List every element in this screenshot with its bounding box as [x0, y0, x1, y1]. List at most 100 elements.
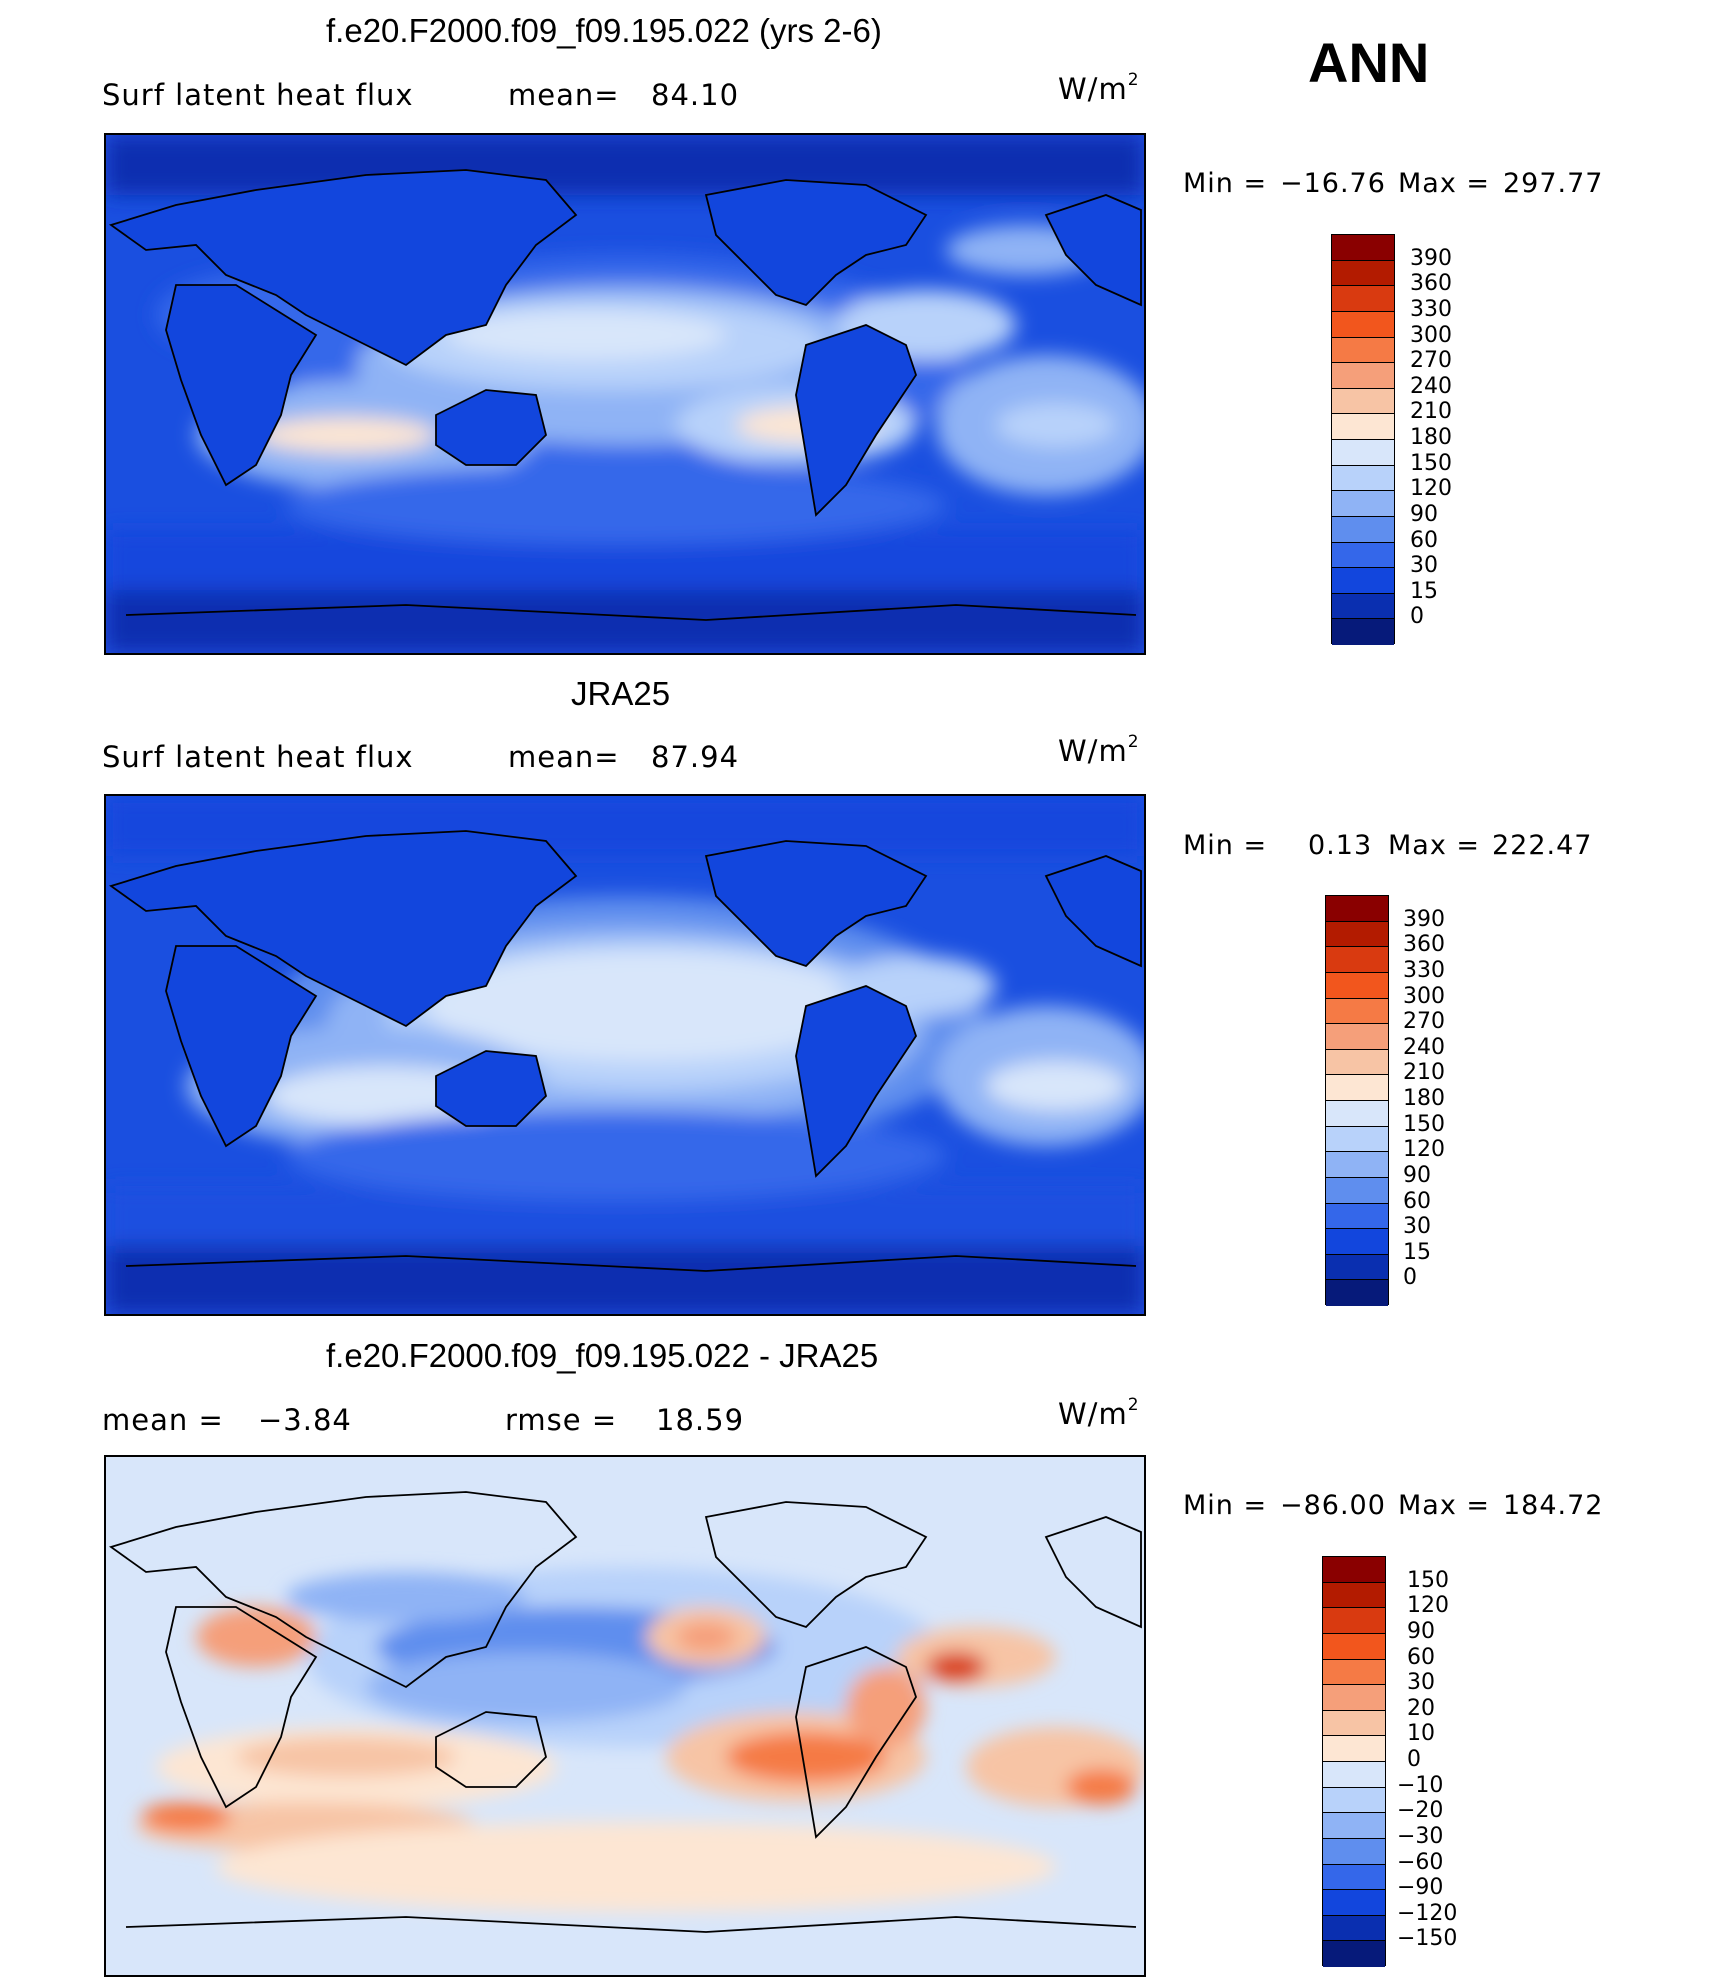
- colorbar-label: 150: [1407, 1567, 1449, 1593]
- colorbar-label: 390: [1403, 906, 1445, 932]
- colorbar-label: 180: [1410, 425, 1452, 450]
- colorbar-label: −120: [1397, 1900, 1458, 1926]
- colorbar-segment: [1332, 414, 1394, 440]
- panel1-colorbar: [1331, 234, 1395, 645]
- panel1-title: f.e20.F2000.f09_f09.195.022 (yrs 2-6): [326, 12, 882, 49]
- colorbar-label: 180: [1403, 1086, 1445, 1111]
- colorbar-label: 360: [1410, 271, 1452, 297]
- panel2-max-label: Max =: [1388, 830, 1481, 861]
- colorbar-label: 30: [1407, 1670, 1435, 1696]
- colorbar-segment: [1323, 1915, 1385, 1942]
- colorbar-segment: [1332, 542, 1394, 569]
- colorbar-label: 330: [1410, 296, 1452, 322]
- colorbar-segment: [1326, 896, 1388, 922]
- colorbar-label: 60: [1410, 527, 1438, 553]
- panel3-rmse-value: 18.59: [656, 1403, 745, 1437]
- colorbar-segment: [1326, 1280, 1388, 1306]
- colorbar-label: 0: [1407, 1747, 1421, 1772]
- colorbar-segment: [1332, 593, 1394, 620]
- colorbar-segment: [1323, 1685, 1385, 1711]
- colorbar-segment: [1326, 921, 1388, 948]
- panel1-map: [104, 133, 1146, 655]
- panel3-units: W/m2: [1058, 1395, 1140, 1431]
- colorbar-label: 120: [1407, 1593, 1449, 1619]
- colorbar-label: 30: [1403, 1214, 1431, 1240]
- colorbar-label: −60: [1397, 1849, 1444, 1875]
- colorbar-label: 30: [1410, 553, 1438, 579]
- colorbar-label: 60: [1407, 1644, 1435, 1670]
- panel2-colorbar: [1325, 895, 1389, 1306]
- colorbar-label: 90: [1403, 1162, 1431, 1188]
- colorbar-segment: [1326, 1049, 1388, 1076]
- colorbar-label: 240: [1403, 1034, 1445, 1060]
- panel3-map: [104, 1455, 1146, 1977]
- colorbar-segment: [1332, 516, 1394, 543]
- panel1-max-label: Max =: [1398, 168, 1491, 199]
- panel2-min-label: Min =: [1183, 830, 1268, 861]
- colorbar-segment: [1323, 1582, 1385, 1609]
- panel3-rmse-label: rmse =: [505, 1403, 618, 1437]
- colorbar-segment: [1323, 1813, 1385, 1839]
- colorbar-segment: [1332, 619, 1394, 645]
- colorbar-label: 270: [1410, 348, 1452, 374]
- panel1-min-label: Min =: [1183, 168, 1268, 199]
- colorbar-segment: [1326, 1203, 1388, 1230]
- panel2-units: W/m2: [1058, 732, 1140, 768]
- colorbar-segment: [1326, 1152, 1388, 1178]
- colorbar-segment: [1332, 363, 1394, 389]
- panel2-variable-label: Surf latent heat flux: [102, 740, 414, 774]
- colorbar-label: −150: [1397, 1926, 1458, 1952]
- colorbar-label: 300: [1403, 983, 1445, 1009]
- panel1-max-value: 297.77: [1503, 168, 1604, 199]
- panel3-max-value: 184.72: [1503, 1490, 1604, 1521]
- colorbar-label: −90: [1397, 1875, 1444, 1901]
- colorbar-label: 120: [1410, 476, 1452, 502]
- colorbar-label: 0: [1403, 1265, 1417, 1291]
- colorbar-segment: [1326, 1229, 1388, 1255]
- colorbar-label: 300: [1410, 322, 1452, 348]
- colorbar-label: 240: [1410, 373, 1452, 399]
- colorbar-label: 330: [1403, 957, 1445, 983]
- colorbar-label: 120: [1403, 1137, 1445, 1163]
- panel3-min-value: −86.00: [1280, 1490, 1386, 1521]
- panel3-mean-label: mean =: [102, 1403, 224, 1437]
- colorbar-segment: [1332, 388, 1394, 415]
- colorbar-label: 0: [1410, 604, 1424, 630]
- colorbar-segment: [1332, 465, 1394, 492]
- panel2-mean-label: mean=: [508, 740, 620, 774]
- panel1-units: W/m2: [1058, 70, 1140, 106]
- colorbar-label: 20: [1407, 1695, 1435, 1721]
- colorbar-label: 60: [1403, 1188, 1431, 1214]
- colorbar-label: 210: [1410, 399, 1452, 425]
- colorbar-segment: [1323, 1710, 1385, 1737]
- colorbar-segment: [1326, 1254, 1388, 1281]
- colorbar-label: −10: [1397, 1772, 1444, 1798]
- colorbar-label: −30: [1397, 1823, 1444, 1849]
- colorbar-segment: [1332, 568, 1394, 594]
- colorbar-segment: [1323, 1787, 1385, 1814]
- panel2-mean-value: 87.94: [651, 740, 740, 774]
- colorbar-segment: [1323, 1890, 1385, 1916]
- colorbar-label: 90: [1410, 501, 1438, 527]
- season-label: ANN: [1308, 31, 1430, 94]
- panel1-mean-value: 84.10: [651, 78, 740, 112]
- panel1-variable-label: Surf latent heat flux: [102, 78, 414, 112]
- colorbar-segment: [1323, 1557, 1385, 1583]
- colorbar-label: 390: [1410, 245, 1452, 271]
- colorbar-segment: [1332, 235, 1394, 261]
- colorbar-label: 15: [1410, 578, 1438, 604]
- colorbar-label: 15: [1403, 1239, 1431, 1265]
- colorbar-segment: [1326, 1126, 1388, 1153]
- colorbar-segment: [1332, 491, 1394, 517]
- colorbar-segment: [1323, 1762, 1385, 1788]
- colorbar-segment: [1323, 1608, 1385, 1634]
- colorbar-segment: [1332, 440, 1394, 466]
- panel1-min-value: −16.76: [1280, 168, 1386, 199]
- panel2-max-value: 222.47: [1492, 830, 1593, 861]
- colorbar-label: 360: [1403, 932, 1445, 958]
- colorbar-label: −20: [1397, 1798, 1444, 1824]
- colorbar-segment: [1332, 311, 1394, 338]
- colorbar-segment: [1323, 1736, 1385, 1762]
- colorbar-segment: [1332, 286, 1394, 312]
- panel3-colorbar: [1322, 1556, 1386, 1967]
